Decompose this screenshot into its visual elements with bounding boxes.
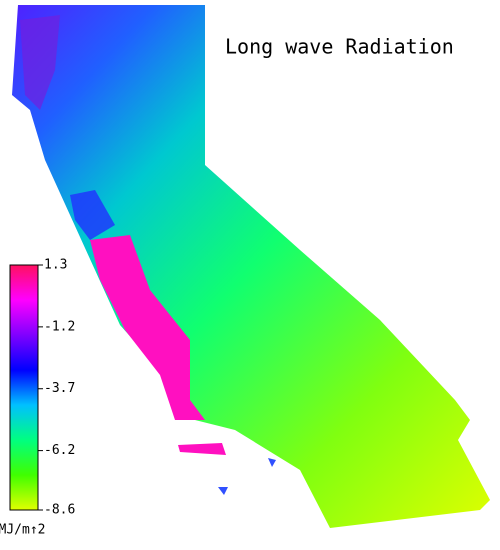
color-legend: MJ/m↑2 1.3 -1.2 -3.7 -6.2 -8.6 [0, 258, 75, 538]
colorbar-unit: MJ/m↑2 [0, 523, 45, 538]
tick-label: -8.6 [44, 503, 75, 518]
tick-label: -3.7 [44, 381, 75, 396]
tick-label: 1.3 [44, 258, 67, 273]
tick-label: -6.2 [44, 443, 75, 458]
colorbar [9, 264, 39, 511]
california-map [12, 5, 490, 528]
map-title: Long wave Radiation [225, 35, 454, 59]
tick-label: -1.2 [44, 319, 75, 334]
